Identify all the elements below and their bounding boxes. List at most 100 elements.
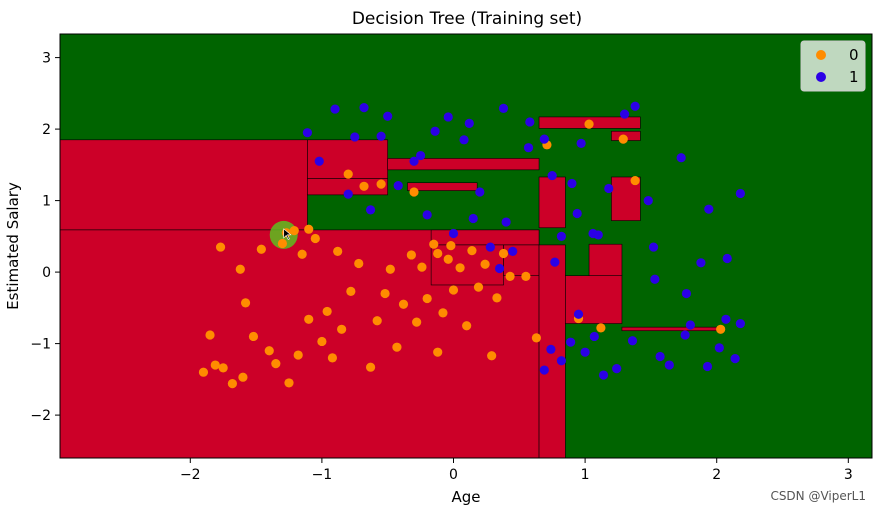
point-class-0 (596, 323, 606, 333)
point-class-0 (238, 372, 248, 382)
point-class-0 (215, 242, 226, 252)
region-class-0-2 (387, 158, 540, 171)
point-class-1 (676, 153, 686, 163)
point-class-1 (630, 101, 640, 111)
x-axis: −2 −1 0 1 2 3 (180, 458, 853, 483)
point-class-1 (350, 132, 360, 142)
point-class-0 (380, 288, 390, 299)
plot-frame (59, 33, 873, 459)
point-class-0 (398, 299, 409, 309)
point-class-0 (467, 246, 477, 256)
point-class-1 (485, 242, 495, 252)
region-class-0-13 (621, 326, 724, 332)
point-class-1 (547, 170, 557, 181)
region-class-0-11 (565, 275, 623, 324)
point-class-0 (359, 181, 369, 191)
point-class-1 (475, 187, 485, 197)
point-class-0 (218, 363, 228, 373)
point-class-0 (505, 271, 515, 281)
point-class-0 (304, 224, 314, 234)
point-class-1 (498, 103, 509, 113)
point-class-1 (393, 180, 403, 191)
point-class-0 (271, 359, 281, 369)
x-tick-label: 3 (844, 467, 853, 483)
point-class-1 (556, 356, 567, 366)
point-class-1 (567, 178, 577, 189)
point-class-1 (330, 104, 340, 114)
point-class-0 (630, 175, 640, 186)
point-class-1 (730, 354, 740, 364)
region-class-0-7 (430, 244, 504, 286)
point-class-1 (702, 361, 713, 372)
region-class-0-6 (430, 229, 540, 246)
point-class-1 (714, 343, 724, 353)
point-class-0 (417, 262, 427, 272)
point-class-0 (480, 259, 490, 269)
x-tick-label: −1 (312, 467, 333, 483)
point-class-0 (343, 169, 353, 179)
plot-area (59, 34, 872, 459)
chart-title: Decision Tree (Training set) (352, 9, 582, 29)
point-class-1 (365, 205, 376, 215)
point-class-1 (681, 288, 692, 299)
point-class-1 (464, 118, 474, 128)
point-class-0 (446, 241, 456, 251)
point-class-0 (289, 226, 299, 236)
point-class-0 (227, 379, 238, 389)
point-class-1 (508, 246, 518, 256)
point-class-0 (492, 293, 502, 303)
legend-label-class-1: 1 (849, 68, 859, 86)
point-class-1 (604, 183, 614, 194)
point-class-1 (550, 257, 560, 267)
point-class-1 (735, 188, 745, 199)
point-class-0 (327, 353, 338, 363)
point-class-1 (664, 360, 674, 370)
legend-marker-class-0 (816, 50, 826, 60)
point-class-1 (415, 150, 426, 161)
point-class-1 (302, 128, 313, 138)
y-tick-label: 1 (42, 194, 51, 210)
point-class-0 (392, 342, 402, 352)
point-class-0 (372, 316, 382, 326)
point-class-0 (433, 248, 443, 259)
legend-label-class-0: 0 (849, 46, 859, 64)
point-class-0 (716, 324, 726, 334)
point-class-1 (556, 231, 567, 241)
x-tick-label: −2 (180, 467, 201, 483)
point-class-0 (256, 244, 266, 254)
point-class-0 (310, 233, 320, 244)
point-class-1 (648, 242, 659, 252)
point-class-1 (359, 103, 369, 113)
point-class-0 (317, 336, 327, 347)
point-class-0 (462, 321, 472, 331)
point-class-1 (573, 309, 584, 319)
point-class-1 (448, 228, 459, 239)
point-class-1 (580, 347, 590, 357)
y-tick-label: −2 (30, 408, 51, 424)
point-class-0 (376, 179, 386, 189)
point-class-0 (337, 324, 347, 334)
region-class-0-10 (538, 176, 566, 229)
y-tick-label: 0 (42, 265, 51, 281)
point-class-1 (612, 364, 622, 374)
point-class-1 (566, 337, 576, 347)
y-axis-label: Estimated Salary (4, 182, 22, 310)
point-class-1 (443, 112, 453, 122)
legend: 0 1 (800, 40, 866, 92)
point-class-0 (235, 264, 245, 274)
point-class-0 (409, 187, 419, 197)
mouse-cursor-icon (283, 228, 292, 240)
point-class-1 (572, 208, 582, 219)
point-class-0 (438, 308, 448, 318)
point-class-1 (619, 109, 630, 119)
watermark: CSDN @ViperL1 (770, 489, 866, 503)
point-class-0 (277, 238, 288, 249)
point-class-0 (487, 351, 497, 361)
y-tick-label: −1 (30, 337, 51, 353)
x-tick-label: 0 (449, 467, 458, 483)
point-class-0 (433, 347, 443, 357)
point-class-0 (385, 264, 395, 274)
y-axis: −2 −1 0 1 2 3 (30, 51, 60, 424)
point-class-1 (696, 258, 706, 268)
point-class-0 (322, 306, 332, 317)
